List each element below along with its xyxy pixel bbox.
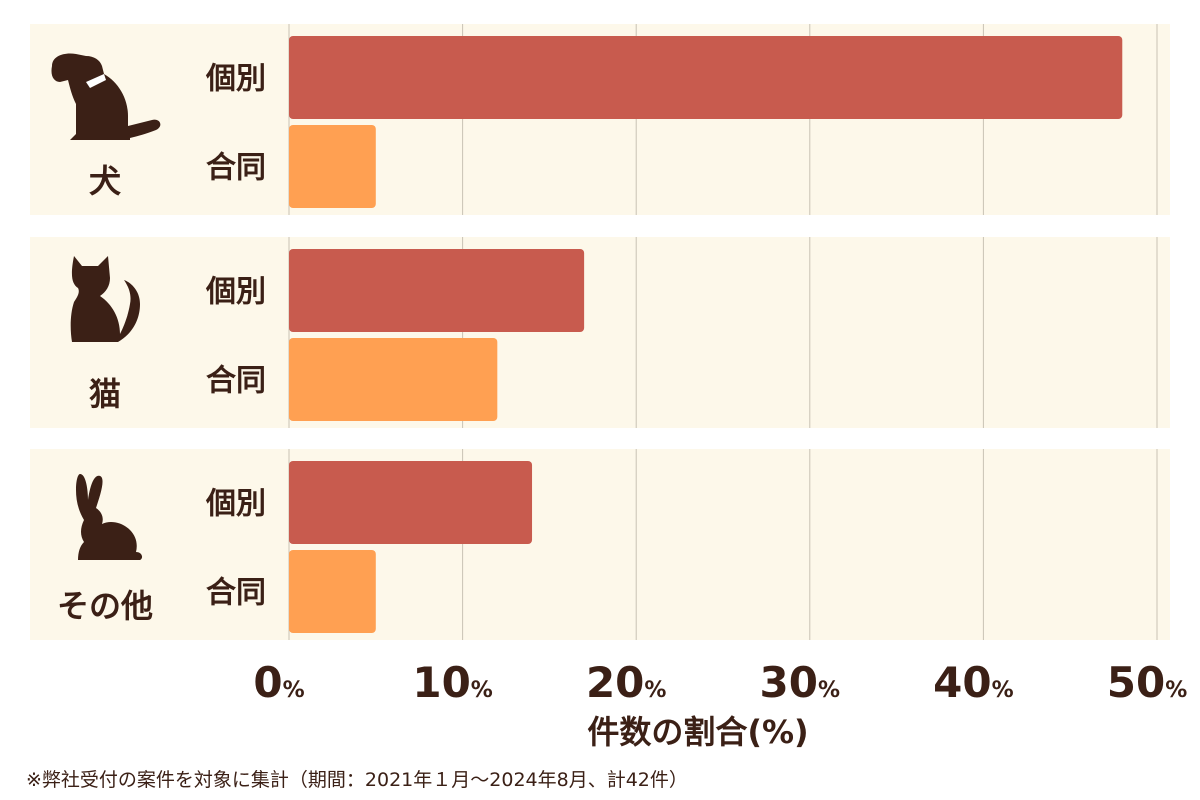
- bars: [289, 36, 1123, 633]
- x-tick-label: 30%: [760, 658, 841, 707]
- group-label: その他: [57, 587, 153, 625]
- category-label: 合同: [206, 364, 266, 399]
- cat-icon: [70, 256, 140, 342]
- category-label: 個別: [205, 62, 266, 97]
- x-axis-label: 件数の割合(%): [587, 713, 808, 751]
- bar: [289, 36, 1123, 119]
- category-label: 個別: [205, 275, 266, 310]
- x-tick-labels: 0% 10% 20% 30% 40% 50%: [253, 658, 1187, 707]
- rabbit-icon: [76, 474, 143, 560]
- category-label: 合同: [206, 576, 266, 611]
- category-label: 合同: [206, 151, 266, 186]
- x-tick-label: 40%: [933, 658, 1014, 707]
- bar: [289, 338, 498, 421]
- bar: [289, 249, 585, 332]
- x-tick-label: 0%: [253, 658, 304, 707]
- group-panel: [30, 449, 1170, 640]
- dog-icon: [51, 53, 161, 140]
- footnote: ※弊社受付の案件を対象に集計（期間：2021年１月〜2024年8月、計42件）: [26, 769, 688, 791]
- x-tick-label: 10%: [412, 658, 493, 707]
- group-label: 犬: [89, 162, 121, 200]
- x-tick-label: 50%: [1107, 658, 1188, 707]
- bar: [289, 461, 533, 544]
- group-icons: [51, 53, 161, 560]
- bar: [289, 550, 376, 633]
- x-tick-label: 20%: [586, 658, 667, 707]
- bar: [289, 125, 376, 208]
- group-label: 猫: [89, 375, 121, 413]
- category-label: 個別: [205, 487, 266, 522]
- group-panel: [30, 237, 1170, 428]
